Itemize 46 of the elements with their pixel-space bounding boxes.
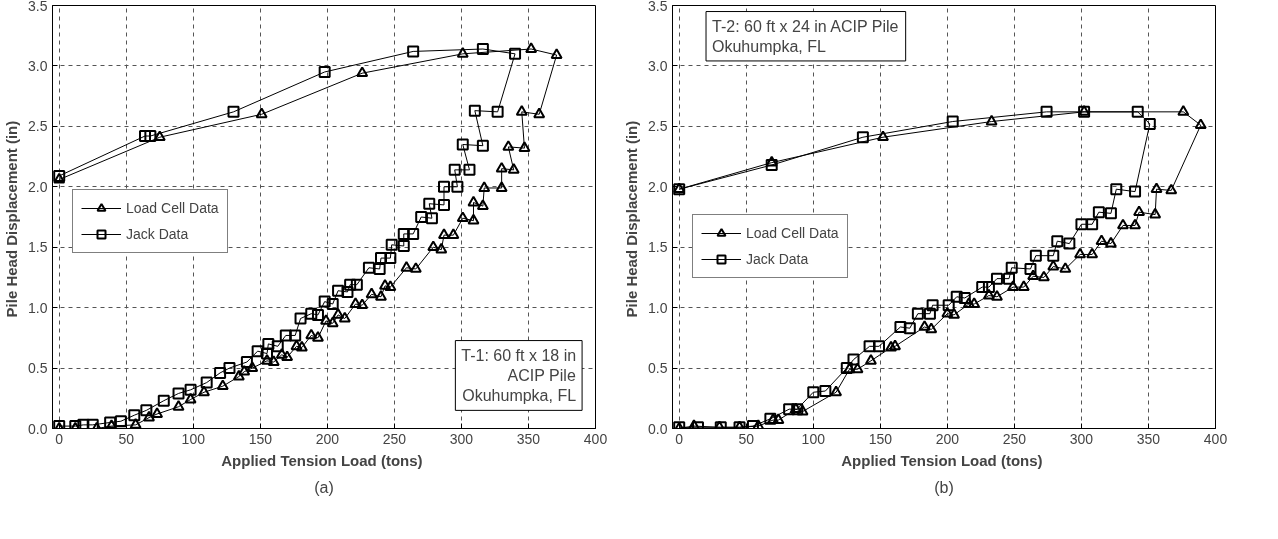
y-tick-label: 0.5	[648, 360, 668, 377]
x-tick-label: 250	[1002, 430, 1027, 447]
legend-label: Load Cell Data	[126, 200, 219, 216]
y-axis-title: Pile Head Displacement (in)	[3, 120, 21, 318]
annotation: T-2: 60 ft x 24 in ACIP Pile Okuhumpka, FL	[712, 17, 899, 55]
y-tick-label: 1.0	[648, 299, 668, 316]
x-tick-label: 200	[315, 430, 340, 447]
x-tick-label: 150	[868, 430, 893, 447]
y-tick-label: 2.5	[648, 118, 668, 135]
y-tick-label: 3.0	[648, 57, 668, 74]
x-tick-label: 350	[1136, 430, 1161, 447]
legend-label: Jack Data	[746, 251, 809, 267]
y-tick-label: 0.0	[28, 420, 48, 437]
x-axis-title: Applied Tension Load (tons)	[841, 451, 1043, 469]
x-tick-label: 0	[55, 430, 64, 447]
x-tick-label: 300	[449, 430, 474, 447]
x-tick-label: 150	[248, 430, 273, 447]
x-tick-label: 200	[935, 430, 960, 447]
y-tick-label: 1.0	[28, 299, 48, 316]
x-tick-label: 400	[583, 430, 608, 447]
text: (a)	[314, 478, 334, 496]
y-tick-label: 2.5	[28, 118, 48, 135]
y-tick-label: 0.0	[648, 420, 668, 437]
y-tick-label: 0.5	[28, 360, 48, 377]
y-tick-label: 3.5	[28, 0, 48, 14]
text: (b)	[934, 478, 954, 496]
x-tick-label: 300	[1069, 430, 1094, 447]
x-tick-label: 350	[516, 430, 541, 447]
y-tick-label: 1.5	[648, 239, 668, 256]
x-tick-label: 50	[118, 430, 135, 447]
y-tick-label: 2.0	[28, 178, 48, 195]
y-tick-label: 3.0	[28, 57, 48, 74]
legend-label: Jack Data	[126, 226, 189, 242]
y-tick-label: 3.5	[648, 0, 668, 14]
x-tick-label: 100	[801, 430, 826, 447]
x-tick-label: 400	[1203, 430, 1228, 447]
y-axis-title: Pile Head Displacement (in)	[623, 120, 641, 318]
x-tick-label: 100	[181, 430, 206, 447]
annotation: T-1: 60 ft x 18 in ACIP Pile Okuhumpka, FL	[461, 346, 577, 405]
x-tick-label: 250	[382, 430, 407, 447]
y-tick-label: 1.5	[28, 239, 48, 256]
legend-label: Load Cell Data	[746, 225, 839, 241]
x-tick-label: 0	[675, 430, 684, 447]
x-tick-label: 50	[738, 430, 755, 447]
x-axis-title: Applied Tension Load (tons)	[221, 451, 423, 469]
y-tick-label: 2.0	[648, 178, 668, 195]
